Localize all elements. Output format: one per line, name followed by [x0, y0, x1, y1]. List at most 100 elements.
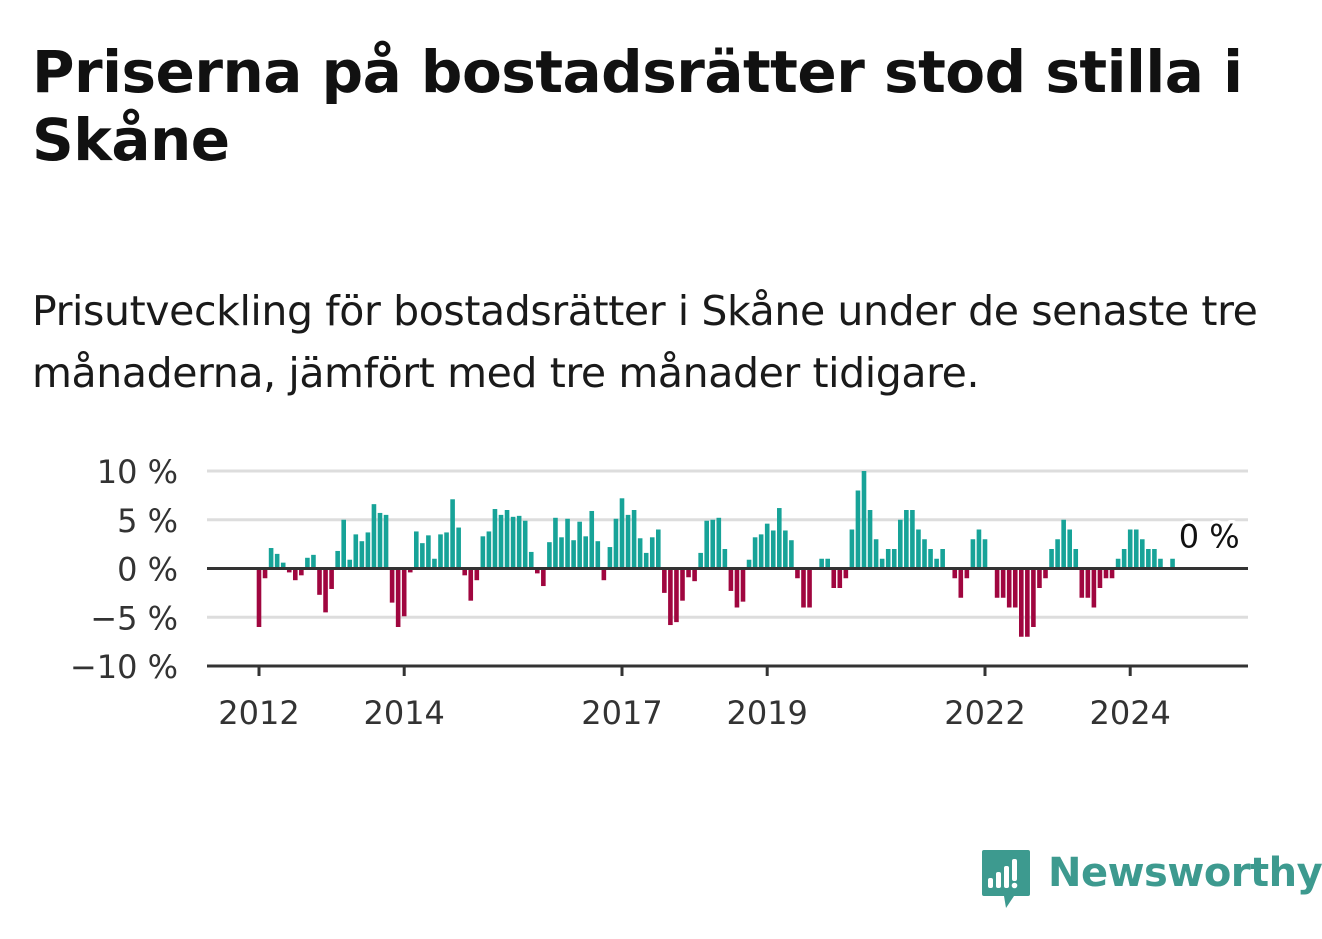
bar [559, 537, 564, 569]
bar [783, 530, 788, 569]
bar [510, 516, 516, 569]
bar [323, 568, 328, 613]
bar [262, 568, 268, 579]
bar [468, 568, 474, 601]
bar [958, 568, 964, 598]
bar [474, 568, 480, 581]
bar [1109, 568, 1115, 579]
bar [1037, 568, 1042, 588]
bar [1146, 549, 1151, 569]
x-tick-label: 2022 [944, 694, 1025, 732]
bar [577, 521, 582, 569]
y-axis-labels: 10 % 5 % 0 % −5 % −10 % [70, 453, 178, 686]
x-tick-label: 2012 [218, 694, 299, 732]
bar [1085, 568, 1091, 598]
bar [329, 568, 334, 589]
bar [934, 558, 939, 569]
page-title: Priserna på bostadsrätter stod stilla i … [32, 38, 1243, 174]
bar [359, 541, 365, 569]
bar [619, 498, 625, 569]
bar [553, 517, 558, 569]
brand-name: Newsworthy [1048, 850, 1322, 896]
bar [928, 549, 933, 569]
bar [1049, 549, 1054, 569]
bar [710, 519, 716, 569]
bar [994, 568, 1000, 598]
bar [704, 520, 709, 569]
bar [371, 504, 377, 569]
bar [305, 557, 310, 569]
x-tick-label: 2024 [1089, 694, 1170, 732]
bar [656, 529, 661, 569]
bar [504, 510, 510, 569]
bar [317, 568, 322, 595]
bar [389, 568, 395, 603]
y-tick-label: 10 % [97, 453, 178, 491]
bar [662, 568, 667, 593]
bar [867, 510, 873, 569]
bar [498, 514, 504, 569]
bar [522, 520, 528, 569]
bar [940, 549, 945, 569]
bar [1127, 529, 1133, 569]
bar [668, 568, 673, 626]
bar [1043, 568, 1048, 579]
bar [861, 471, 867, 569]
bar [365, 532, 371, 569]
x-tick-label: 2014 [363, 694, 444, 732]
bar-chart: 10 % 5 % 0 % −5 % −10 % 2012 2014 2017 2019 2022… [70, 453, 1248, 732]
bar [541, 568, 546, 587]
bar [849, 529, 855, 569]
bar [746, 559, 752, 569]
bar [964, 568, 970, 579]
bar [1000, 568, 1006, 598]
bar [885, 549, 891, 569]
bar [825, 558, 830, 569]
bar [1012, 568, 1018, 608]
bar [274, 553, 280, 569]
x-tick-label: 2019 [726, 694, 807, 732]
bar [535, 568, 540, 574]
bar [516, 515, 522, 569]
bar [426, 535, 431, 569]
bar [450, 499, 455, 569]
bar [716, 517, 722, 569]
last-value-label: 0 % [1179, 518, 1240, 556]
bar [1170, 558, 1175, 569]
bar [528, 551, 534, 569]
bar [353, 534, 359, 569]
bar [904, 510, 909, 569]
bar [420, 543, 425, 569]
bar [432, 558, 437, 569]
bar [752, 537, 758, 569]
bar [565, 518, 570, 569]
bar [637, 538, 643, 569]
bar [480, 536, 486, 569]
bar [916, 529, 921, 569]
bar [462, 568, 467, 576]
bar [819, 558, 824, 569]
bar [728, 568, 734, 591]
bars [256, 471, 1175, 637]
bar [976, 529, 982, 569]
bar [1073, 549, 1079, 569]
bar [1115, 558, 1121, 569]
bar [1091, 568, 1097, 608]
bar [698, 552, 703, 569]
bar [970, 539, 976, 569]
bar [407, 568, 413, 573]
bar [256, 568, 262, 627]
bar [547, 542, 552, 569]
bar [1055, 539, 1060, 569]
bar [686, 568, 691, 578]
bar [1097, 568, 1103, 588]
bar [777, 508, 782, 569]
bar [492, 509, 498, 569]
bar [299, 568, 304, 576]
bar [589, 510, 595, 569]
bar [1079, 568, 1085, 598]
bar [649, 537, 655, 569]
bar [631, 510, 637, 569]
bar [613, 518, 619, 569]
bar [286, 568, 292, 573]
